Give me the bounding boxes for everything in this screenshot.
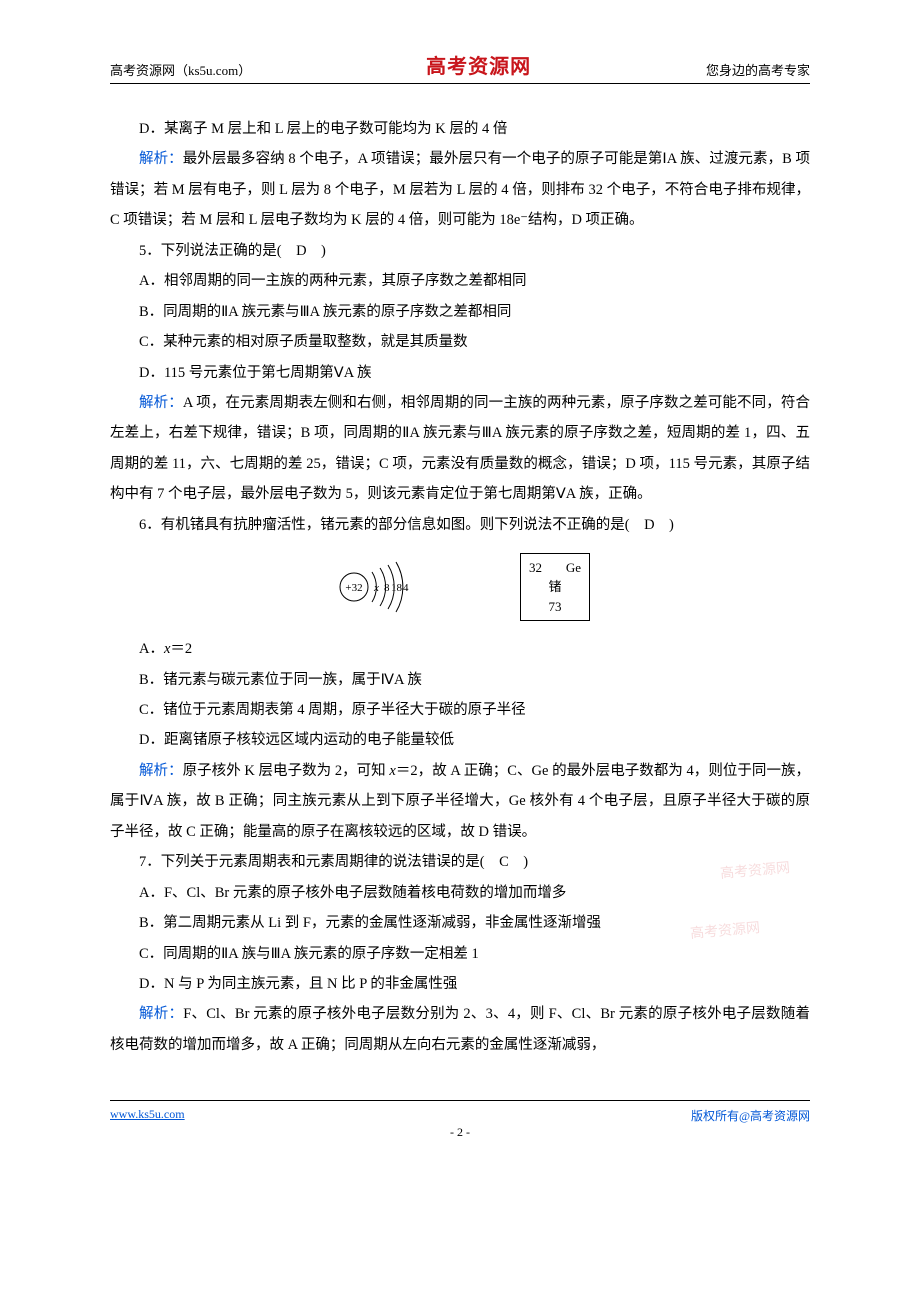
- explanation-q5: 解析：A 项，在元素周期表左侧和右侧，相邻周期的同一主族的两种元素，原子序数之差…: [110, 388, 810, 510]
- element-mass: 73: [529, 597, 581, 617]
- atom-svg: +32 x 8 18 4: [330, 552, 460, 622]
- q6-option-d: D．距离锗原子核较远区域内运动的电子能量较低: [110, 725, 810, 755]
- page-footer: www.ks5u.com 版权所有@高考资源网 - 2 -: [110, 1100, 810, 1124]
- q6a-post: ＝2: [170, 641, 192, 657]
- element-name: 锗: [529, 577, 581, 597]
- element-row1: 32 Ge: [529, 558, 581, 578]
- explanation-text-q4: 最外层最多容纳 8 个电子，A 项错误；最外层只有一个电子的原子可能是第ⅠA 族…: [110, 151, 810, 228]
- element-symbol: Ge: [566, 558, 581, 578]
- header-left-text: 高考资源网（ks5u.com）: [110, 60, 251, 79]
- header-right-text: 您身边的高考专家: [706, 60, 810, 79]
- svg-text:8: 8: [384, 582, 390, 594]
- q5-option-d: D．115 号元素位于第七周期第ⅤA 族: [110, 358, 810, 388]
- header-brand: 高考资源网: [426, 50, 531, 79]
- q6-option-a: A．x＝2: [110, 634, 810, 664]
- q6a-pre: A．: [139, 641, 164, 657]
- footer-copyright: 版权所有@高考资源网: [691, 1107, 810, 1124]
- element-info-box: 32 Ge 锗 73: [520, 553, 590, 622]
- q6-option-c: C．锗位于元素周期表第 4 周期，原子半径大于碳的原子半径: [110, 695, 810, 725]
- svg-text:4: 4: [403, 582, 409, 594]
- explanation-label-q7: 解析：: [139, 1006, 183, 1022]
- svg-text:x: x: [373, 582, 379, 594]
- explanation-text-q7: F、Cl、Br 元素的原子核外电子层数分别为 2、3、4，则 F、Cl、Br 元…: [110, 1006, 810, 1052]
- footer-url: www.ks5u.com: [110, 1107, 185, 1124]
- q6-option-b: B．锗元素与碳元素位于同一族，属于ⅣA 族: [110, 665, 810, 695]
- explanation-q7: 解析：F、Cl、Br 元素的原子核外电子层数分别为 2、3、4，则 F、Cl、B…: [110, 999, 810, 1060]
- explanation-q6: 解析：原子核外 K 层电子数为 2，可知 x＝2，故 A 正确；C、Ge 的最外…: [110, 756, 810, 847]
- q5-option-c: C．某种元素的相对原子质量取整数，就是其质量数: [110, 327, 810, 357]
- question-5: 5．下列说法正确的是( D ): [110, 236, 810, 266]
- footer-link[interactable]: www.ks5u.com: [110, 1107, 185, 1121]
- page-header: 高考资源网（ks5u.com） 高考资源网 您身边的高考专家: [110, 50, 810, 84]
- svg-text:18: 18: [391, 582, 403, 594]
- document-page: 高考资源网（ks5u.com） 高考资源网 您身边的高考专家 D．某离子 M 层…: [0, 0, 920, 1174]
- atom-diagram: +32 x 8 18 4: [330, 552, 460, 622]
- q7-option-b: B．第二周期元素从 Li 到 F，元素的金属性逐渐减弱，非金属性逐渐增强: [110, 908, 810, 938]
- content-body: D．某离子 M 层上和 L 层上的电子数可能均为 K 层的 4 倍 解析：最外层…: [110, 114, 810, 1060]
- q7-option-c: C．同周期的ⅡA 族与ⅢA 族元素的原子序数一定相差 1: [110, 939, 810, 969]
- explanation-label: 解析：: [139, 151, 183, 167]
- explanation-text-q5: A 项，在元素周期表左侧和右侧，相邻周期的同一主族的两种元素，原子序数之差可能不…: [110, 395, 810, 502]
- q6-exp-pre: 原子核外 K 层电子数为 2，可知: [183, 763, 390, 779]
- q7-option-a: A．F、Cl、Br 元素的原子核外电子层数随着核电荷数的增加而增多: [110, 878, 810, 908]
- explanation-q4: 解析：最外层最多容纳 8 个电子，A 项错误；最外层只有一个电子的原子可能是第Ⅰ…: [110, 144, 810, 235]
- element-number: 32: [529, 558, 542, 578]
- q7-option-d: D．N 与 P 为同主族元素，且 N 比 P 的非金属性强: [110, 969, 810, 999]
- explanation-label-q6: 解析：: [139, 763, 183, 779]
- option-d-prev: D．某离子 M 层上和 L 层上的电子数可能均为 K 层的 4 倍: [110, 114, 810, 144]
- svg-text:+32: +32: [345, 582, 362, 594]
- q5-option-a: A．相邻周期的同一主族的两种元素，其原子序数之差都相同: [110, 266, 810, 296]
- explanation-label-q5: 解析：: [139, 395, 183, 411]
- question-6: 6．有机锗具有抗肿瘤活性，锗元素的部分信息如图。则下列说法不正确的是( D ): [110, 510, 810, 540]
- question-7: 7．下列关于元素周期表和元素周期律的说法错误的是( C ): [110, 847, 810, 877]
- page-number: - 2 -: [450, 1125, 470, 1140]
- q5-option-b: B．同周期的ⅡA 族元素与ⅢA 族元素的原子序数之差都相同: [110, 297, 810, 327]
- brand-link[interactable]: 高考资源网: [426, 56, 531, 78]
- diagram-row: +32 x 8 18 4 32 Ge 锗 73: [110, 552, 810, 622]
